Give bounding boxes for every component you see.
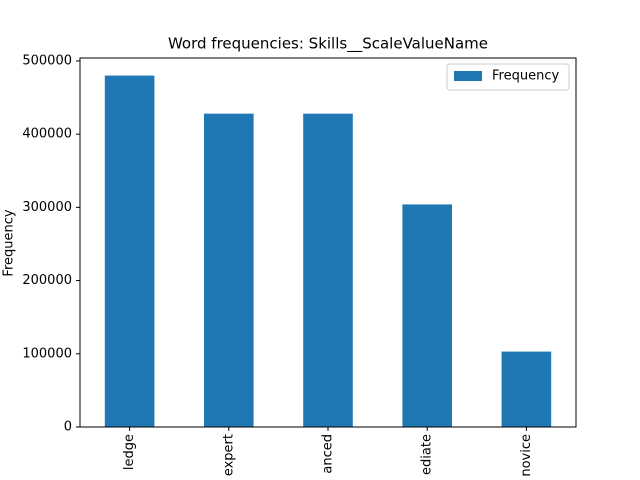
y-tick-label: 500000 <box>22 53 72 68</box>
legend-box <box>446 63 570 91</box>
y-tick-label: 0 <box>64 420 72 435</box>
x-tick-label: ledge <box>122 434 137 470</box>
x-tick-label: ediate <box>420 434 435 475</box>
x-tick-label: anced <box>321 434 336 474</box>
y-axis-label: Frequency <box>2 209 17 276</box>
axes-frame <box>79 57 577 428</box>
bar <box>303 113 353 428</box>
bar <box>104 75 155 428</box>
bar <box>402 204 452 427</box>
bar <box>501 351 552 427</box>
y-tick-label: 300000 <box>22 200 72 215</box>
y-tick-label: 100000 <box>22 346 72 361</box>
x-tick-label: novice <box>519 434 534 477</box>
x-tick-label: expert <box>221 434 236 476</box>
y-tick-label: 400000 <box>22 127 72 142</box>
chart-title: Word frequencies: Skills__ScaleValueName <box>168 35 488 54</box>
legend-label: Frequency <box>492 69 559 84</box>
bar <box>204 113 254 428</box>
y-tick-label: 200000 <box>22 273 72 288</box>
legend-swatch <box>454 71 482 81</box>
